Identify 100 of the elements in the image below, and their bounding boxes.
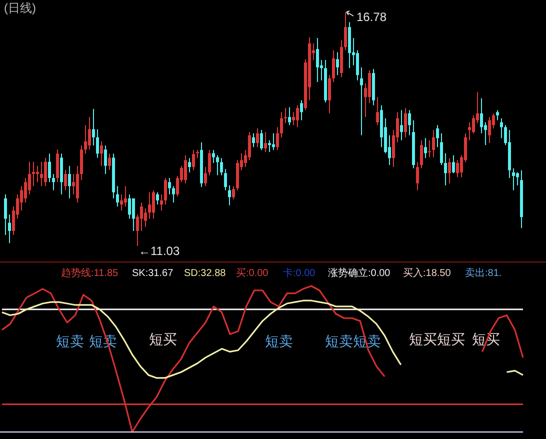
candlestick [4,194,7,236]
candlestick [296,104,299,128]
candlestick [32,161,35,187]
candlestick [344,12,347,51]
candlestick [456,160,459,178]
annotation: 16.78 [356,10,387,24]
candlestick [208,149,211,176]
chart-title: (日线) [4,1,36,15]
candlestick [48,153,51,183]
candlestick [420,140,423,169]
candlestick [96,128,99,158]
candlestick [440,132,443,166]
candlestick [288,106,291,126]
candlestick [488,116,491,144]
annotation: 短卖 [325,333,353,349]
candlestick [144,208,147,228]
candlestick [72,173,75,195]
candlestick [436,124,439,148]
candlestick [116,186,119,208]
candlestick [336,52,339,76]
candlestick [128,194,131,220]
candlestick [404,108,407,138]
candlestick [300,100,303,121]
candlestick [276,126,279,150]
candlestick [260,130,263,150]
candlestick [216,154,219,176]
candlestick [124,186,127,208]
candlestick [332,50,335,82]
candlestick [356,50,359,81]
candlestick [408,110,411,136]
candlestick [104,144,107,174]
candlestick [512,168,515,191]
candlestick [416,162,419,191]
candlestick [316,38,319,82]
candlestick [500,118,503,139]
candlestick [88,116,91,150]
candlestick [20,186,23,212]
text: 卡:0.00 [283,267,316,279]
annotation: ←11.03 [138,244,180,258]
candlestick [432,130,435,158]
candlestick [264,132,267,152]
text: 涨势确立:0.00 [328,267,391,279]
candlestick [64,169,67,191]
candlestick [192,149,195,171]
candlestick [256,128,259,148]
text: 卖出:81. [465,267,502,279]
candlestick [44,157,47,187]
candlestick [184,154,187,184]
text: SD:32.88 [184,268,226,279]
candlestick [100,140,103,166]
annotation: 短买 [437,331,465,347]
candlestick [376,96,379,126]
candlestick [152,190,155,220]
candlestick [108,153,111,170]
candlestick [164,178,167,205]
candlestick [268,140,271,152]
candlestick [444,152,447,186]
candlestick [40,161,43,187]
candlestick [120,194,123,212]
candlestick [68,165,71,199]
candlestick [448,158,451,184]
candlestick [140,202,143,232]
text: 买:0.00 [236,268,269,279]
candlestick [8,214,11,244]
annotation: 短卖 [265,333,293,349]
annotation: 短卖 [56,333,84,349]
candlestick [28,161,31,195]
candlestick [132,198,135,232]
candlestick [172,186,175,203]
candlestick [292,112,295,126]
candlestick [220,158,223,176]
candlestick [232,186,235,200]
annotation: 短买 [149,331,177,347]
candlestick [148,192,151,220]
candlestick [224,168,227,191]
candlestick [92,108,95,146]
candlestick [84,124,87,154]
candlestick [156,192,159,205]
text: 趋势线:11.85 [61,267,118,279]
candlestick [280,112,283,138]
candlestick [516,172,519,186]
candlestick [360,66,363,136]
candlestick [248,132,251,161]
candlestick [188,158,191,173]
candlestick [480,98,483,134]
candlestick [212,149,215,164]
candlestick [168,178,171,195]
candlestick [52,173,55,191]
candlestick [24,178,27,203]
candlestick [328,74,331,114]
candlestick [424,138,427,159]
candlestick [204,166,207,187]
candlestick [228,184,231,206]
candlestick [472,114,475,134]
text: 买入:18.50 [403,267,452,279]
text: SK:31.67 [132,268,174,279]
candlestick [160,194,163,212]
annotation: 短买 [409,331,437,347]
candlestick [428,140,431,158]
candlestick [36,165,39,183]
